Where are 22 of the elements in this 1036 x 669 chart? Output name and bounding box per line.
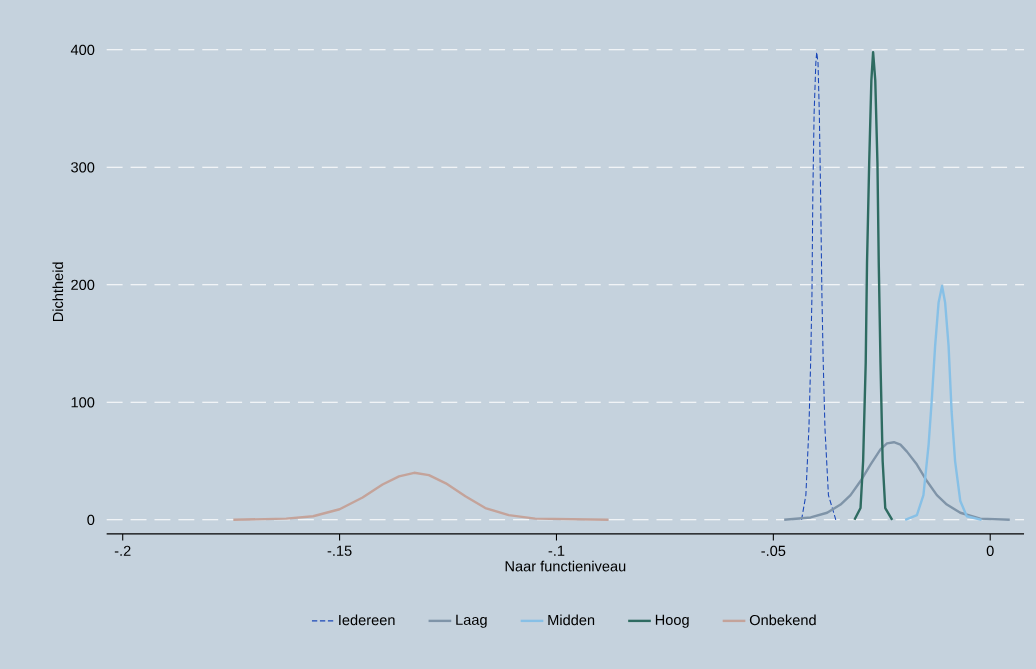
line-series xyxy=(782,440,1011,521)
x-axis-title: Naar functieniveau xyxy=(505,560,626,572)
y-tick-label: 400 xyxy=(70,44,95,55)
line-series xyxy=(904,284,983,521)
line-series xyxy=(232,471,610,521)
y-tick-label: 300 xyxy=(71,161,95,173)
y-tick-label: 100 xyxy=(71,396,95,408)
line-series xyxy=(801,51,837,521)
legend-label: Onbekend xyxy=(749,614,816,626)
x-tick-label: 0 xyxy=(986,545,994,556)
legend-label: Laag xyxy=(456,614,487,628)
x-tick-label: -.2 xyxy=(114,545,131,556)
y-axis-title: Dichtheid xyxy=(52,262,64,321)
x-tick-label: -.05 xyxy=(761,545,786,556)
x-tick-label: -.1 xyxy=(548,545,565,556)
y-tick-label: 200 xyxy=(71,279,95,290)
legend-label: Iedereen xyxy=(339,614,395,626)
x-tick-label: -.15 xyxy=(327,545,352,556)
y-tick-label: 0 xyxy=(87,514,95,525)
legend-label: Hoog xyxy=(655,614,689,628)
legend-label: Midden xyxy=(548,614,595,626)
line-series xyxy=(853,50,894,521)
